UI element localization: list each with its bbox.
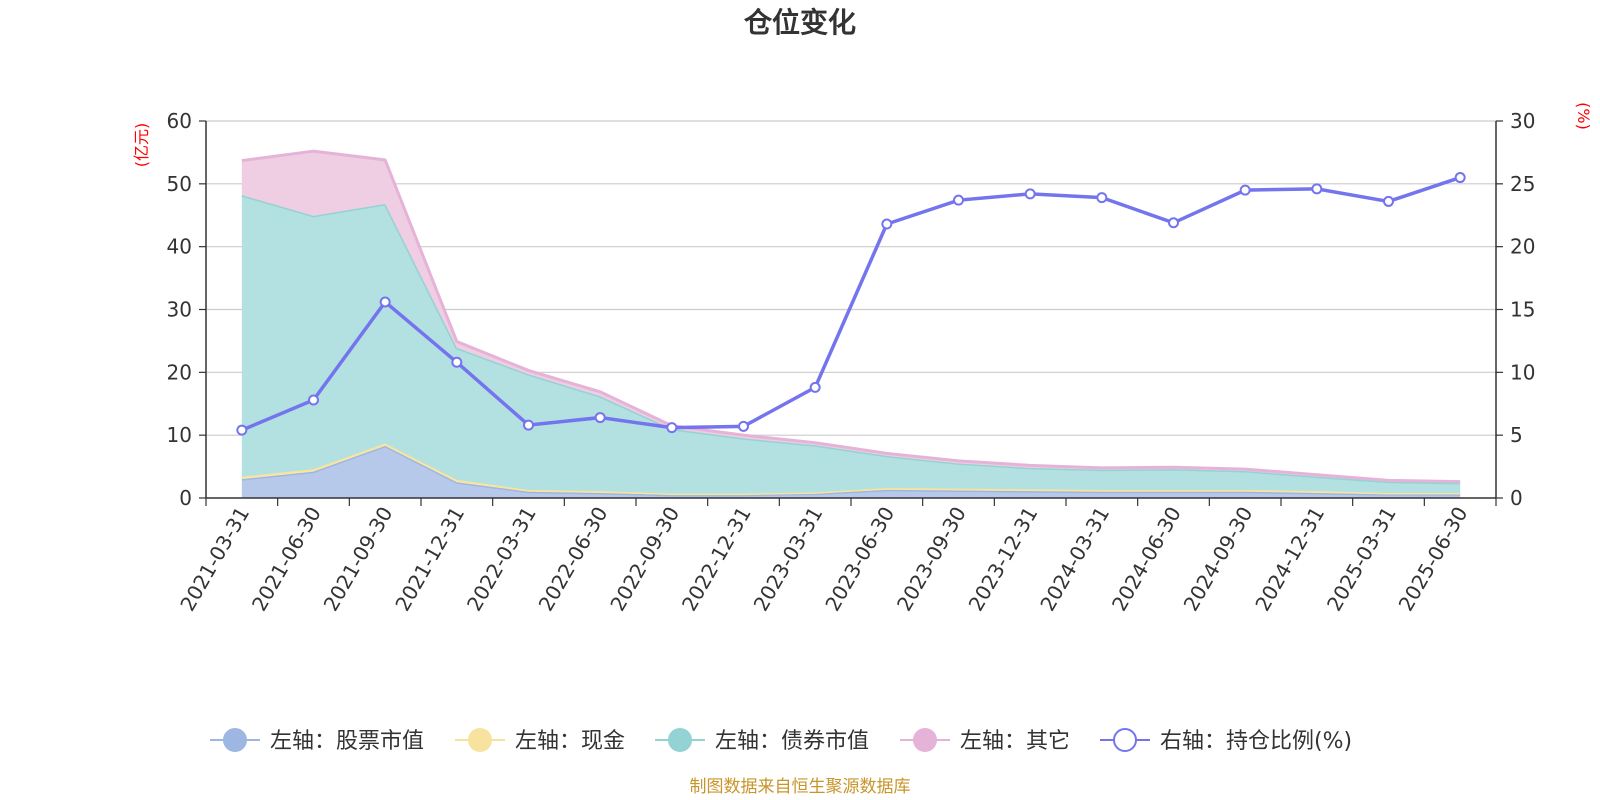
left-tick-label: 0	[179, 486, 192, 510]
ratio-point[interactable]	[451, 356, 463, 368]
ratio-point[interactable]	[738, 420, 749, 432]
legend-marker	[223, 728, 247, 752]
legend-item-2[interactable]: 左轴：债券市值	[655, 728, 869, 754]
legend-label: 左轴：债券市值	[715, 729, 869, 754]
area-edge-3	[241, 149, 1461, 484]
ratio-point[interactable]	[1239, 184, 1251, 196]
legend-item-1[interactable]: 左轴：现金	[455, 728, 625, 754]
legend[interactable]: 左轴：股票市值 左轴：现金 左轴：债券市值 左轴：其它 右轴：持仓比例(%)	[210, 728, 1352, 754]
legend-label: 左轴：现金	[515, 729, 625, 754]
legend-label: 左轴：其它	[960, 729, 1070, 754]
right-tick-label: 15	[1510, 298, 1535, 322]
left-tick-label: 60	[167, 109, 192, 133]
ratio-line-path	[241, 175, 1461, 432]
x-tick-label: 2025-06-30	[1394, 503, 1473, 616]
area-0	[241, 445, 1461, 498]
area-2	[241, 195, 1461, 494]
x-tick-label: 2023-06-30	[820, 503, 899, 616]
legend-marker	[668, 728, 692, 752]
x-tick-label: 2023-03-31	[749, 503, 828, 616]
left-tick-label: 50	[167, 172, 192, 196]
ratio-point[interactable]	[1024, 188, 1036, 200]
x-tick-label: 2025-03-31	[1322, 503, 1401, 616]
ratio-point[interactable]	[666, 422, 678, 434]
ratio-point[interactable]	[594, 412, 606, 424]
legend-label: 左轴：股票市值	[270, 729, 424, 754]
area-edge-2	[241, 193, 1461, 485]
x-tick-label: 2024-12-31	[1250, 503, 1329, 616]
ratio-point[interactable]	[809, 381, 821, 393]
x-tick-label: 2021-03-31	[175, 503, 254, 616]
ratio-point[interactable]	[1168, 217, 1179, 229]
right-tick-label: 20	[1510, 235, 1535, 259]
ratio-point[interactable]	[379, 296, 391, 308]
left-tick-label: 30	[167, 298, 192, 322]
legend-label: 右轴：持仓比例(%)	[1160, 729, 1352, 754]
holding-ratio-line	[236, 172, 1466, 436]
x-tick-label: 2021-06-30	[247, 503, 326, 616]
data-source-note: 制图数据来自恒生聚源数据库	[690, 777, 911, 797]
x-tick-label: 2022-03-31	[462, 503, 541, 616]
legend-marker	[468, 728, 492, 752]
stacked-areas	[241, 149, 1461, 498]
legend-marker	[1113, 728, 1137, 752]
ratio-point[interactable]	[236, 424, 248, 436]
left-axis-unit: (亿元)	[132, 123, 151, 168]
ratio-point[interactable]	[1096, 192, 1108, 204]
ratio-point[interactable]	[1311, 183, 1323, 195]
right-tick-label: 5	[1510, 423, 1523, 447]
x-tick-label: 2021-12-31	[390, 503, 469, 616]
ratio-point[interactable]	[523, 419, 534, 431]
x-tick-label: 2021-09-30	[319, 503, 398, 616]
x-tick-label: 2024-09-30	[1179, 503, 1258, 616]
x-tick-label: 2022-06-30	[534, 503, 613, 616]
legend-item-0[interactable]: 左轴：股票市值	[210, 728, 424, 754]
right-tick-label: 25	[1510, 172, 1535, 196]
area-edge-0	[241, 444, 1461, 497]
left-tick-label: 20	[167, 360, 192, 384]
ratio-point[interactable]	[1454, 172, 1466, 184]
right-axis-unit: (%)	[1574, 102, 1593, 130]
ratio-point[interactable]	[881, 218, 893, 230]
left-tick-label: 10	[167, 423, 192, 447]
x-tick-label: 2022-12-31	[677, 503, 756, 616]
legend-item-3[interactable]: 左轴：其它	[900, 728, 1070, 754]
right-tick-label: 10	[1510, 360, 1535, 384]
x-tick-label: 2024-03-31	[1035, 503, 1114, 616]
left-tick-label: 40	[167, 235, 192, 259]
x-tick-label: 2023-09-30	[892, 503, 971, 616]
area-3	[241, 151, 1461, 483]
ratio-point[interactable]	[953, 194, 964, 206]
ratio-point[interactable]	[308, 394, 319, 406]
right-tick-label: 0	[1510, 486, 1523, 510]
right-tick-label: 30	[1510, 109, 1535, 133]
x-tick-label: 2023-12-31	[964, 503, 1043, 616]
x-tick-label: 2022-09-30	[605, 503, 684, 616]
ratio-point[interactable]	[1383, 195, 1394, 207]
x-tick-label: 2024-06-30	[1107, 503, 1186, 616]
legend-item-4[interactable]: 右轴：持仓比例(%)	[1100, 728, 1352, 754]
legend-marker	[913, 728, 937, 752]
chart-title: 仓位变化	[744, 6, 856, 39]
